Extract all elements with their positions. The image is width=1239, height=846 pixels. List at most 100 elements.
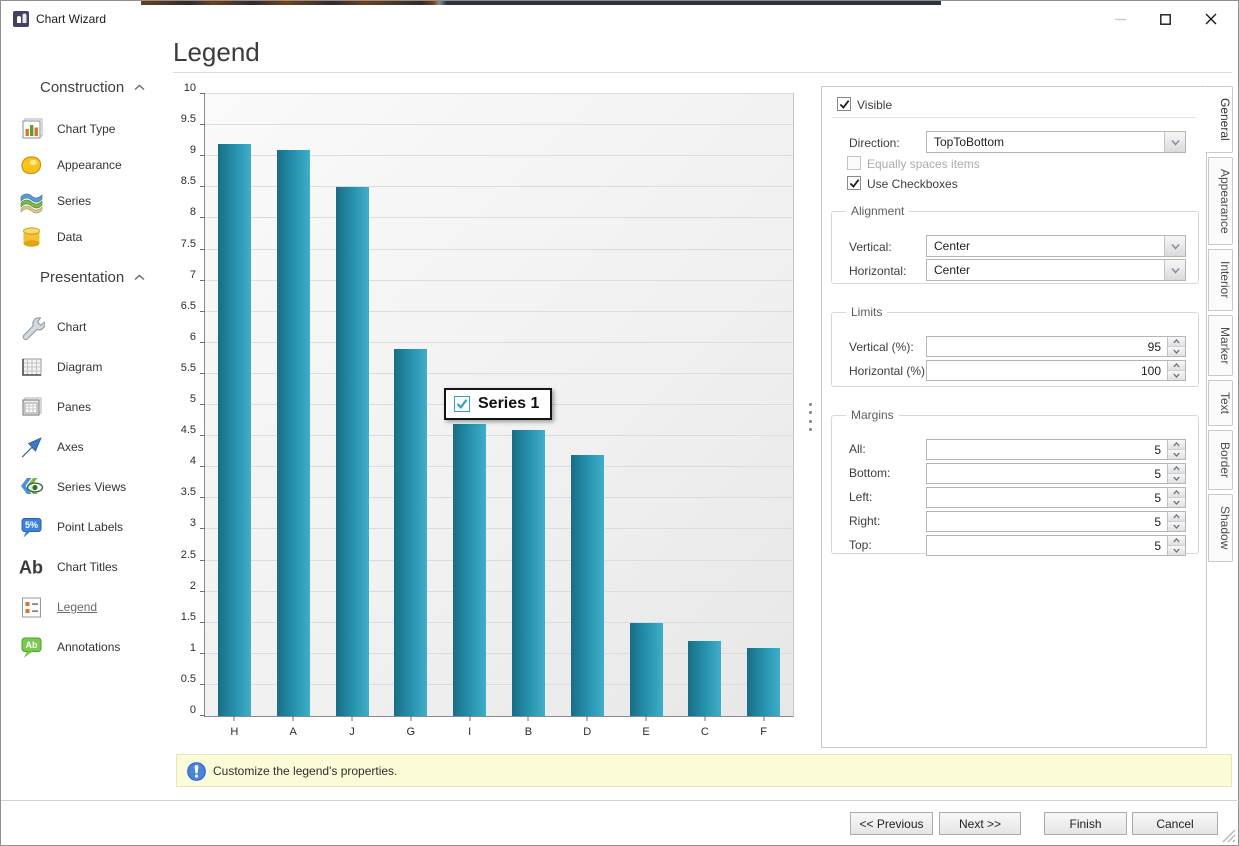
alignment-horizontal-select[interactable]: Center <box>926 259 1186 281</box>
spin-down-icon[interactable] <box>1168 450 1185 459</box>
tab-shadow[interactable]: Shadow <box>1208 494 1233 562</box>
chart-type-icon <box>18 116 45 143</box>
spin-down-icon[interactable] <box>1168 347 1185 356</box>
alignment-vertical-value: Center <box>934 239 971 253</box>
gridline <box>205 341 793 343</box>
sidebar-item-axes[interactable]: Axes <box>18 427 157 467</box>
diagram-icon <box>18 354 45 381</box>
x-axis-tick <box>527 716 529 721</box>
spin-up-icon[interactable] <box>1168 361 1185 371</box>
x-axis-label: C <box>700 726 709 738</box>
chevron-down-icon[interactable] <box>1164 260 1185 280</box>
y-axis-tick <box>200 93 205 94</box>
y-axis-tick <box>200 466 205 468</box>
y-axis-tick <box>200 310 205 312</box>
section-header-construction[interactable]: Construction <box>40 75 145 99</box>
titlebar[interactable]: Chart Wizard <box>2 5 1237 33</box>
series-views-icon <box>18 474 45 501</box>
spin-up-icon[interactable] <box>1168 488 1185 498</box>
sidebar-item-chart[interactable]: Chart <box>18 307 157 347</box>
sidebar-item-point-labels[interactable]: 5% Point Labels <box>18 507 157 547</box>
sidebar-item-panes[interactable]: Panes <box>18 387 157 427</box>
limits-vertical-value: 95 <box>1147 339 1161 354</box>
sidebar-item-appearance[interactable]: Appearance <box>18 147 157 183</box>
x-axis-label: J <box>349 726 355 738</box>
window-title: Chart Wizard <box>36 12 107 26</box>
close-icon[interactable] <box>1188 5 1233 33</box>
margin-spinedit-left[interactable]: 5 <box>926 487 1186 508</box>
limits-horizontal-spinedit[interactable]: 100 <box>926 360 1186 381</box>
use-checkboxes-checkbox[interactable] <box>847 176 861 190</box>
series-checkbox[interactable] <box>454 396 470 412</box>
margin-spinedit-all[interactable]: 5 <box>926 439 1186 460</box>
x-axis-tick <box>704 716 706 721</box>
y-axis-label: 7 <box>189 268 196 281</box>
gridline <box>205 372 793 374</box>
tab-border[interactable]: Border <box>1208 430 1233 491</box>
sidebar-item-legend[interactable]: Legend <box>18 587 157 627</box>
panel-splitter-handle[interactable] <box>806 403 814 431</box>
sidebar-item-annotations[interactable]: Ab Annotations <box>18 627 157 667</box>
previous-button[interactable]: << Previous <box>850 812 933 835</box>
chevron-down-icon[interactable] <box>1164 132 1185 152</box>
sidebar-item-data[interactable]: Data <box>18 219 157 255</box>
tab-text[interactable]: Text <box>1208 380 1233 427</box>
y-axis-label: 6 <box>189 330 196 343</box>
section-label: Construction <box>40 78 125 96</box>
chevron-down-icon[interactable] <box>1164 236 1185 256</box>
y-axis-label: 2.5 <box>180 548 196 561</box>
cancel-button[interactable]: Cancel <box>1132 812 1218 835</box>
tab-general[interactable]: General <box>1205 86 1233 153</box>
limits-horizontal-value: 100 <box>1140 363 1161 378</box>
tab-interior[interactable]: Interior <box>1208 249 1233 311</box>
spin-down-icon[interactable] <box>1168 546 1185 555</box>
tab-marker[interactable]: Marker <box>1208 314 1233 377</box>
spin-down-icon[interactable] <box>1168 371 1185 380</box>
series-label: Series 1 <box>478 395 540 412</box>
margin-spinedit-top[interactable]: 5 <box>926 535 1186 556</box>
sidebar-item-chart-titles[interactable]: Ab Chart Titles <box>18 547 157 587</box>
svg-text:Ab: Ab <box>19 557 43 577</box>
chart-titles-icon: Ab <box>18 554 45 581</box>
y-axis-label: 9.5 <box>180 113 196 126</box>
spin-down-icon[interactable] <box>1168 522 1185 531</box>
spin-down-icon[interactable] <box>1168 498 1185 507</box>
spin-up-icon[interactable] <box>1168 464 1185 474</box>
y-axis-tick <box>200 528 205 530</box>
margin-label-bottom: Bottom: <box>849 466 891 480</box>
bar-D <box>570 454 604 716</box>
y-axis-label: 4 <box>189 455 196 468</box>
y-axis-tick <box>200 435 205 437</box>
resize-grip[interactable] <box>1222 829 1236 843</box>
spin-up-icon[interactable] <box>1168 440 1185 450</box>
alignment-vertical-select[interactable]: Center <box>926 235 1186 257</box>
sidebar-item-chart-type[interactable]: Chart Type <box>18 111 157 147</box>
next-button[interactable]: Next >> <box>939 812 1021 835</box>
tab-appearance[interactable]: Appearance <box>1208 156 1233 246</box>
spin-up-icon[interactable] <box>1168 512 1185 522</box>
y-axis-label: 3 <box>189 517 196 530</box>
sidebar-item-series-views[interactable]: Series Views <box>18 467 157 507</box>
bar-A <box>276 149 310 716</box>
spin-down-icon[interactable] <box>1168 474 1185 483</box>
spin-up-icon[interactable] <box>1168 337 1185 347</box>
margin-spinedit-right[interactable]: 5 <box>926 511 1186 532</box>
y-axis-label: 1 <box>189 641 196 654</box>
bar-H <box>217 143 251 716</box>
chart-legend-overlay[interactable]: Series 1 <box>444 388 553 420</box>
sidebar-item-series[interactable]: Series <box>18 183 157 219</box>
margin-spinedit-bottom[interactable]: 5 <box>926 463 1186 484</box>
minimize-button[interactable] <box>1098 5 1143 33</box>
finish-button[interactable]: Finish <box>1044 812 1127 835</box>
direction-select[interactable]: TopToBottom <box>926 131 1186 153</box>
series-icon <box>18 188 45 215</box>
sidebar-item-diagram[interactable]: Diagram <box>18 347 157 387</box>
visible-checkbox[interactable] <box>837 97 851 111</box>
gridline <box>205 435 793 437</box>
limits-vertical-spinedit[interactable]: 95 <box>926 336 1186 357</box>
section-header-presentation[interactable]: Presentation <box>40 265 145 289</box>
equally-spaces-checkbox[interactable] <box>847 156 861 170</box>
maximize-button[interactable] <box>1143 5 1188 33</box>
x-axis-tick <box>763 716 765 721</box>
spin-up-icon[interactable] <box>1168 536 1185 546</box>
